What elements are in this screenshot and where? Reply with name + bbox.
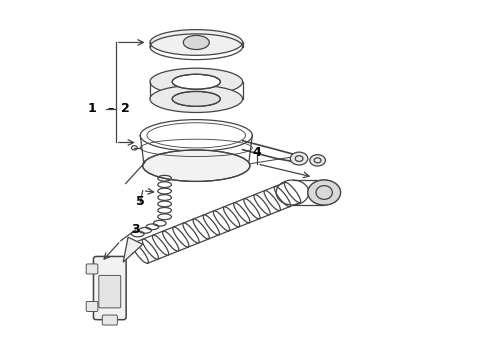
Ellipse shape xyxy=(172,74,220,89)
Polygon shape xyxy=(123,237,143,262)
FancyBboxPatch shape xyxy=(102,315,117,325)
Text: 5: 5 xyxy=(136,195,145,208)
FancyBboxPatch shape xyxy=(94,256,126,320)
Ellipse shape xyxy=(143,150,250,181)
Text: 4: 4 xyxy=(253,146,262,159)
Text: –: – xyxy=(108,102,114,115)
FancyBboxPatch shape xyxy=(86,264,98,274)
Ellipse shape xyxy=(150,30,243,55)
Ellipse shape xyxy=(183,35,209,50)
Ellipse shape xyxy=(308,180,341,205)
Text: 2: 2 xyxy=(121,102,130,115)
Text: 1: 1 xyxy=(87,102,96,115)
FancyBboxPatch shape xyxy=(99,275,121,308)
Ellipse shape xyxy=(290,152,308,165)
Ellipse shape xyxy=(150,85,243,112)
Ellipse shape xyxy=(172,91,220,106)
Text: 3: 3 xyxy=(131,223,140,236)
FancyBboxPatch shape xyxy=(86,301,98,311)
Ellipse shape xyxy=(150,68,243,95)
Ellipse shape xyxy=(310,155,325,166)
Ellipse shape xyxy=(308,180,341,205)
